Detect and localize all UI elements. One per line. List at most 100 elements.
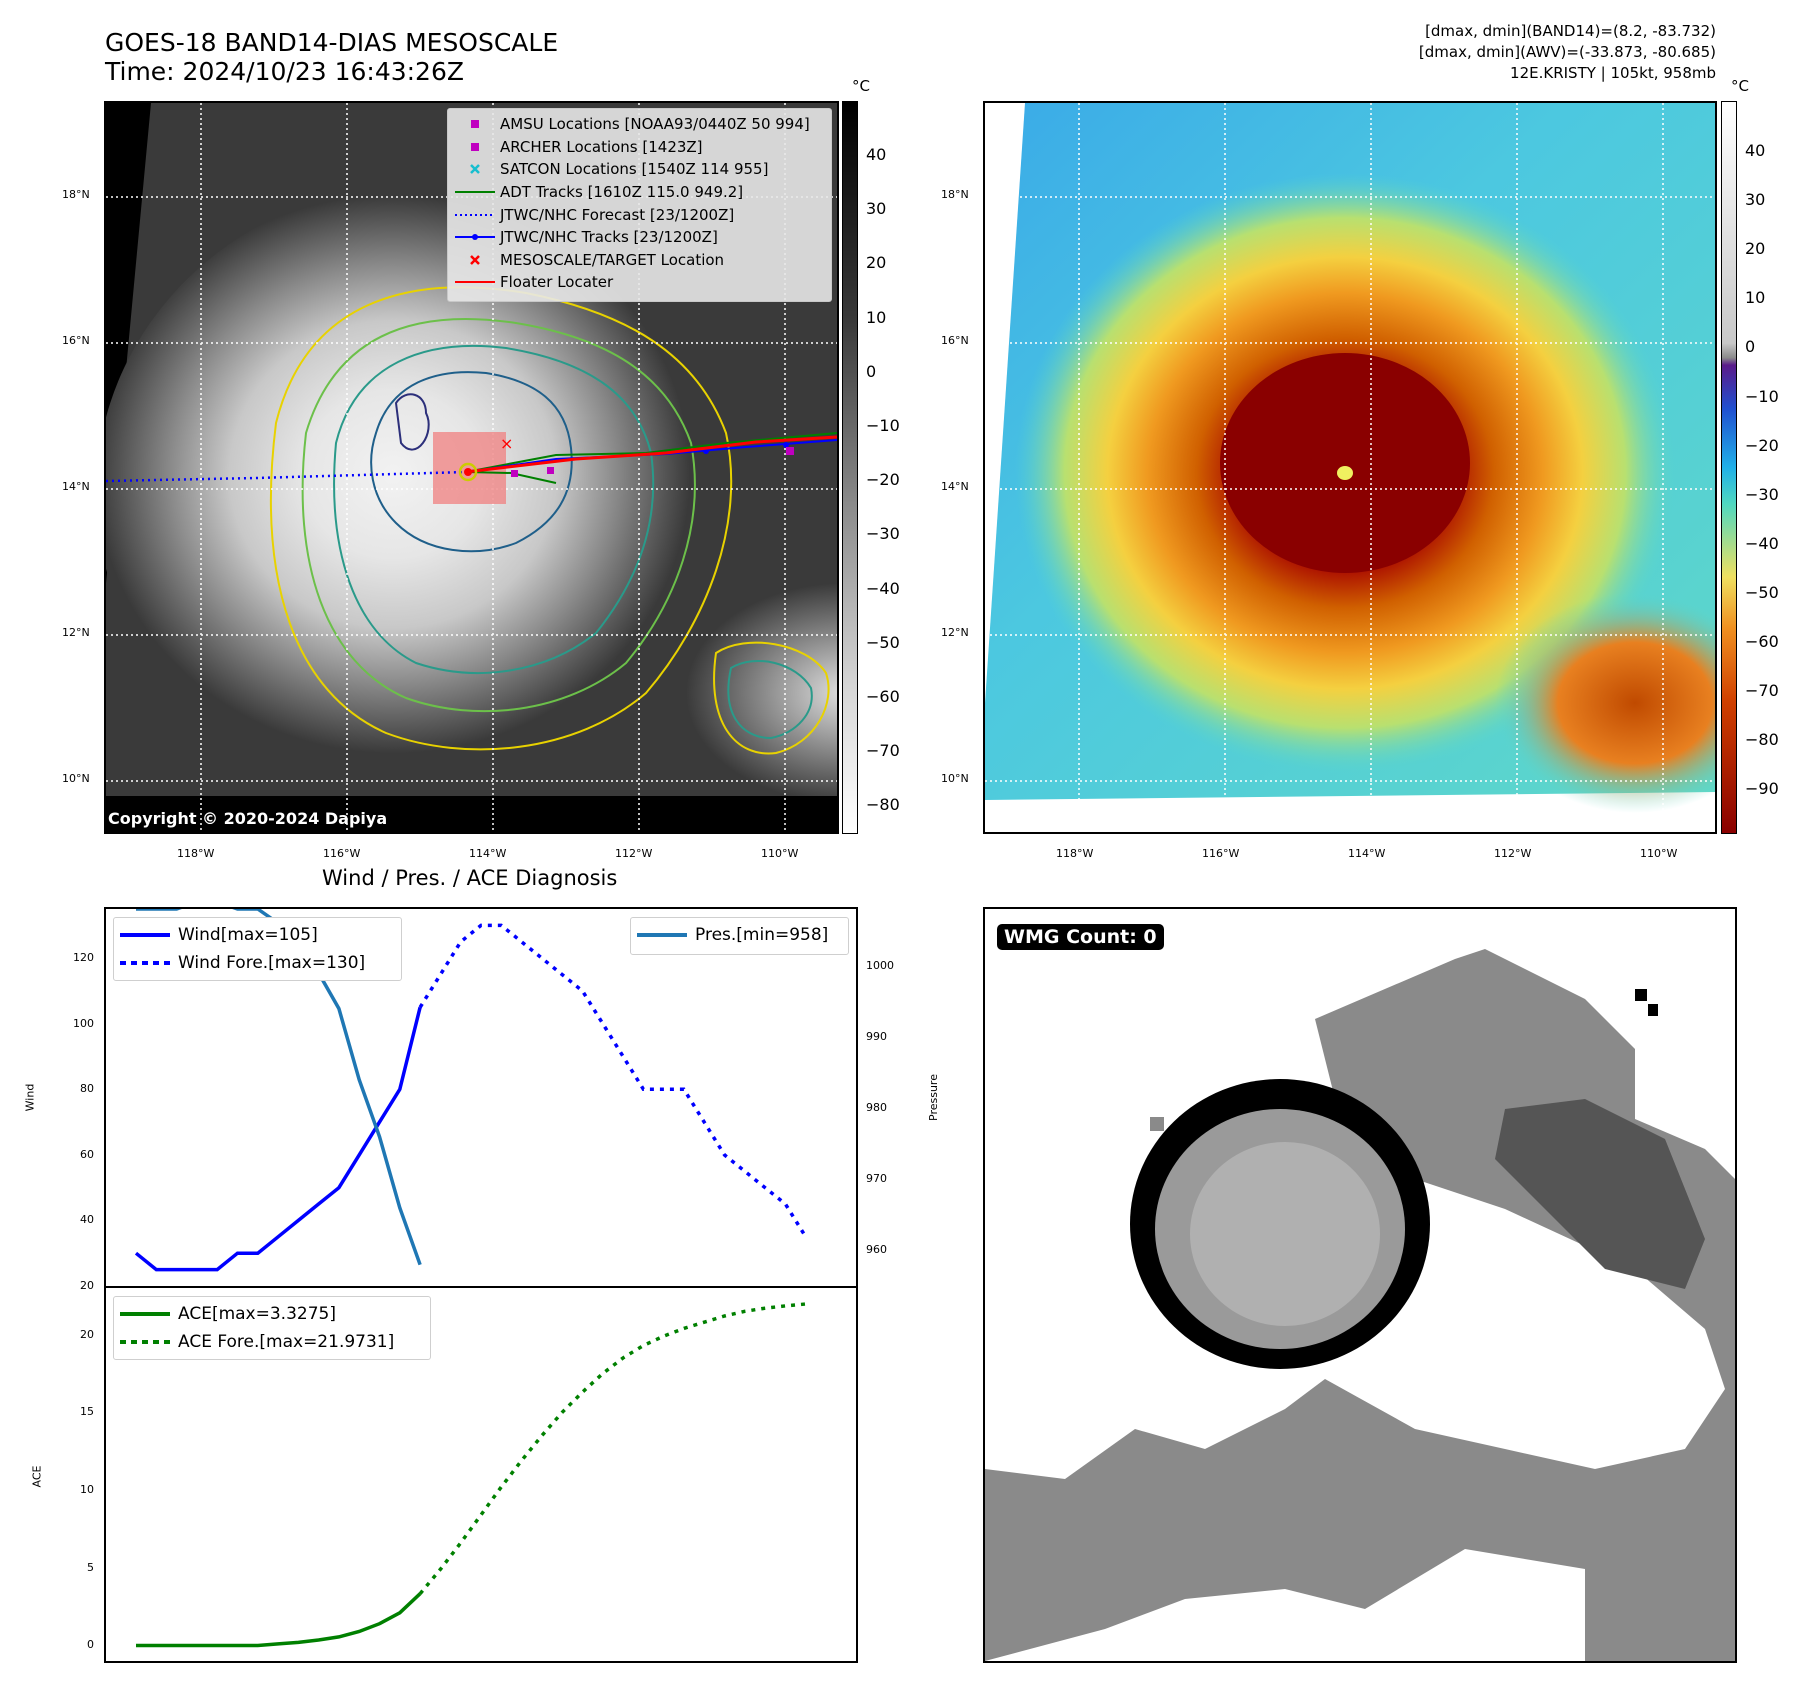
colorbar-tick: 40 [866, 145, 887, 164]
colorbar-tick: −60 [866, 687, 900, 706]
axis-tick: 970 [866, 1172, 887, 1186]
legend-label: SATCON Locations [1540Z 114 955] [500, 160, 769, 179]
gray-colorbar-unit: °C [852, 77, 870, 95]
legend-item-mesoscale: MESOSCALE/TARGET Location [454, 249, 825, 272]
wind-pressure-plot: Wind[max=105] Wind Fore.[max=130] Pres.[… [104, 907, 858, 1288]
legend-label: Floater Locater [500, 273, 614, 292]
colorbar-tick: −60 [1745, 632, 1779, 651]
lat-tick: 16°N [941, 334, 969, 347]
colorbar-tick: −70 [1745, 681, 1779, 701]
legend-label: Wind Fore.[max=130] [178, 953, 366, 973]
legend-item-amsu: AMSU Locations [NOAA93/0440Z 50 994] [454, 113, 825, 136]
axis-tick: 990 [866, 1030, 887, 1044]
lon-tick: 114°W [469, 847, 507, 860]
legend-label: AMSU Locations [NOAA93/0440Z 50 994] [500, 115, 810, 134]
legend-label: JTWC/NHC Tracks [23/1200Z] [500, 228, 718, 247]
axis-tick: 5 [87, 1560, 94, 1574]
legend-item-ace: ACE[max=3.3275] [120, 1300, 424, 1328]
gray-colorbar [842, 101, 858, 834]
colorbar-tick: −20 [1745, 435, 1779, 455]
wind-axis-label: Wind [23, 1083, 37, 1112]
colorbar-tick: 10 [1745, 288, 1766, 308]
copyright-text: Copyright © 2020-2024 Dapiya [108, 809, 388, 828]
colorbar-tick: 40 [1745, 141, 1766, 160]
colorbar-tick: −10 [866, 416, 900, 435]
axis-tick: 0 [87, 1638, 94, 1652]
figure-time: Time: 2024/10/23 16:43:26Z [105, 57, 464, 86]
wind-forecast-line [418, 923, 808, 1238]
colorbar-tick: −10 [1745, 386, 1779, 406]
colorbar-tick: −80 [1745, 730, 1779, 750]
ace-legend: ACE[max=3.3275] ACE Fore.[max=21.9731] [113, 1296, 431, 1360]
line-icon [120, 933, 170, 937]
colorbar-tick: −50 [1745, 582, 1779, 602]
legend-label: ACE[max=3.3275] [178, 1304, 336, 1324]
lon-tick: 110°W [761, 847, 799, 860]
legend-label: ADT Tracks [1610Z 115.0 949.2] [500, 183, 744, 202]
colorbar-tick: −30 [866, 524, 900, 544]
lon-tick: 116°W [1202, 847, 1240, 860]
axis-tick: 10 [80, 1483, 94, 1497]
ir-gray-imagery: × [106, 103, 837, 832]
ace-forecast-line [418, 1302, 806, 1595]
lon-tick: 112°W [1494, 847, 1532, 860]
legend-item-wind: Wind[max=105] [120, 921, 395, 949]
axis-tick: 80 [80, 1082, 94, 1096]
color-colorbar-unit: °C [1731, 77, 1749, 95]
ace-plot: ACE[max=3.3275] ACE Fore.[max=21.9731] [104, 1286, 858, 1663]
line-icon [120, 1312, 170, 1316]
colorbar-tick: 30 [1745, 190, 1766, 210]
figure-title: GOES-18 BAND14-DIAS MESOSCALE [105, 28, 559, 57]
axis-tick: 40 [80, 1213, 94, 1227]
ace-canvas [136, 1302, 806, 1648]
legend-label: MESOSCALE/TARGET Location [500, 250, 725, 269]
dotted-line-icon [120, 961, 170, 965]
ir-color-map [983, 101, 1717, 834]
lon-tick: 110°W [1640, 847, 1678, 860]
lon-tick: 116°W [323, 847, 361, 860]
colorbar-tick: −50 [866, 632, 900, 652]
square-marker-icon [454, 142, 496, 152]
legend-item-ace-fore: ACE Fore.[max=21.9731] [120, 1328, 424, 1356]
wind-series-line [134, 1006, 422, 1272]
lon-tick: 118°W [1056, 847, 1094, 860]
legend-item-pressure: Pres.[min=958] [637, 921, 842, 949]
lat-tick: 14°N [941, 480, 969, 493]
pressure-axis-label: Pressure [926, 1074, 940, 1121]
axis-tick: 20 [80, 1327, 94, 1341]
lat-tick: 18°N [941, 188, 969, 201]
axis-tick: 15 [80, 1405, 94, 1419]
colorbar-tick: −40 [866, 578, 900, 598]
legend-label: Pres.[min=958] [695, 925, 829, 945]
lon-tick: 112°W [615, 847, 653, 860]
colorbar-tick: −90 [1745, 779, 1779, 799]
line-icon [454, 279, 496, 285]
meta-awv: [dmax, dmin](AWV)=(-33.873, -80.685) [1418, 43, 1716, 61]
x-marker-icon [454, 163, 496, 175]
axis-tick: 20 [80, 1279, 94, 1292]
legend-item-satcon: SATCON Locations [1540Z 114 955] [454, 158, 825, 181]
x-marker-icon [454, 254, 496, 266]
legend-item-archer: ARCHER Locations [1423Z] [454, 136, 825, 159]
colorbar-tick: −80 [866, 795, 900, 815]
dotted-line-icon [120, 1340, 170, 1344]
dotted-line-icon [454, 212, 496, 218]
axis-tick: 60 [80, 1147, 94, 1161]
legend-item-adt: ADT Tracks [1610Z 115.0 949.2] [454, 181, 825, 204]
ir-color-imagery [985, 103, 1715, 832]
lat-tick: 12°N [62, 626, 90, 639]
legend-label: Wind[max=105] [178, 925, 318, 945]
axis-tick: 980 [866, 1101, 887, 1115]
legend-item-wind-fore: Wind Fore.[max=130] [120, 949, 395, 977]
lat-tick: 10°N [941, 772, 969, 785]
wmg-panel: WMG Count: 0 [983, 907, 1737, 1663]
colorbar-tick: 20 [1745, 239, 1766, 259]
lat-tick: 14°N [62, 480, 90, 493]
axis-tick: 100 [73, 1016, 94, 1030]
lat-tick: 18°N [62, 188, 90, 201]
map-legend: AMSU Locations [NOAA93/0440Z 50 994] ARC… [447, 108, 832, 302]
colorbar-tick: −30 [1745, 484, 1779, 504]
colorbar-tick: 20 [866, 253, 887, 273]
lon-tick: 118°W [177, 847, 215, 860]
lat-tick: 12°N [941, 626, 969, 639]
